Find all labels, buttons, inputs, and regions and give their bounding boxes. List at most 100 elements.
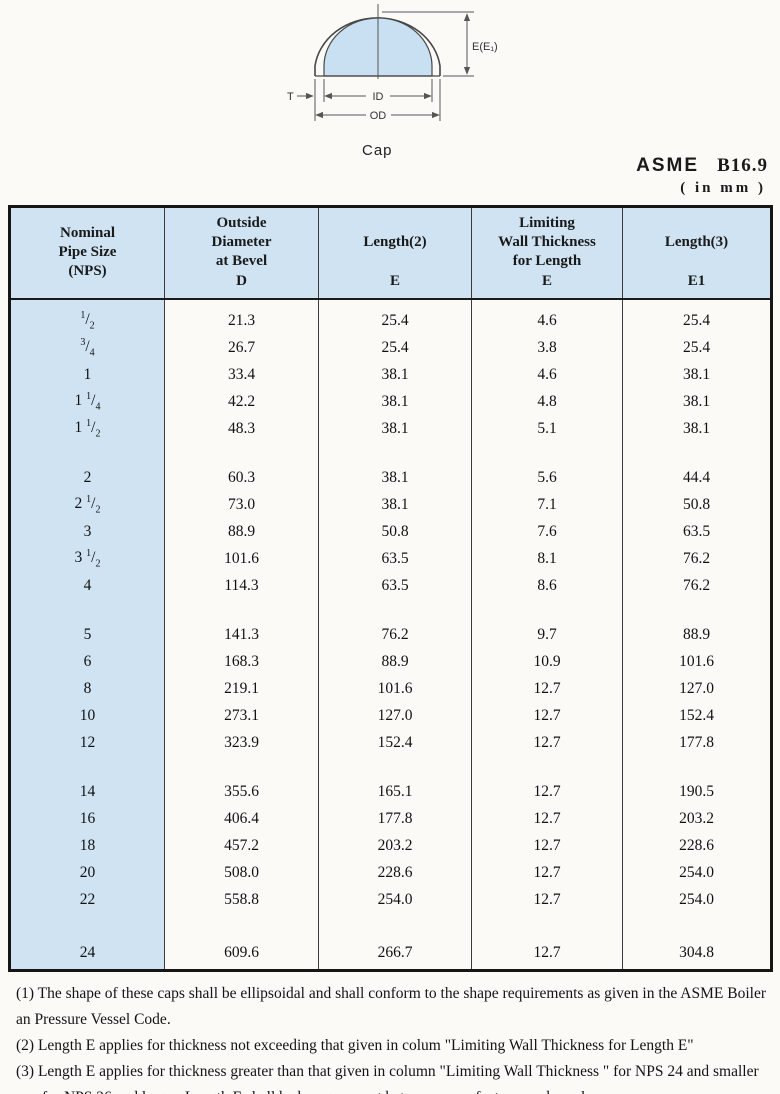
value-cell: 76.2 bbox=[622, 545, 772, 572]
spacer-cell bbox=[471, 966, 623, 970]
spacer-cell bbox=[9, 913, 165, 939]
value-cell: 101.6 bbox=[622, 648, 772, 675]
value-cell: 152.4 bbox=[318, 729, 472, 756]
header-line: (NPS) bbox=[68, 263, 107, 279]
value-cell: 7.6 bbox=[471, 518, 623, 545]
spacer-cell bbox=[9, 966, 165, 970]
nps-cell: 2 bbox=[9, 464, 165, 491]
dimensions-table: Nominal Pipe Size (NPS) Outside Diameter at B… bbox=[8, 205, 773, 972]
table-row: 18 457.2 203.2 12.7 228.6 bbox=[9, 832, 772, 859]
nps-cell: 12 bbox=[9, 729, 165, 756]
nps-cell: 20 bbox=[9, 859, 165, 886]
value-cell: 323.9 bbox=[164, 729, 319, 756]
nps-cell: 24 bbox=[9, 939, 165, 966]
header-cell-3: Limiting Wall Thickness for Length E bbox=[471, 206, 623, 300]
value-cell: 38.1 bbox=[318, 491, 472, 518]
header-line: for Length bbox=[512, 253, 582, 269]
nps-cell: 10 bbox=[9, 702, 165, 729]
value-cell: 12.7 bbox=[471, 832, 623, 859]
value-cell: 228.6 bbox=[622, 832, 772, 859]
standard-heading: ASME B16.9 bbox=[636, 155, 768, 177]
value-cell: 38.1 bbox=[622, 361, 772, 388]
table-row: 3/4 26.7 25.4 3.8 25.4 bbox=[9, 334, 772, 361]
spacer-cell bbox=[9, 756, 165, 778]
nps-cell: 6 bbox=[9, 648, 165, 675]
nps-cell: 5 bbox=[9, 621, 165, 648]
value-cell: 190.5 bbox=[622, 778, 772, 805]
nps-cell: 3/4 bbox=[9, 334, 165, 361]
footnote-line: for NPS 26 and larger, Length E shall be… bbox=[16, 1085, 768, 1094]
nps-cell: 8 bbox=[9, 675, 165, 702]
value-cell: 4.6 bbox=[471, 307, 623, 334]
value-cell: 10.9 bbox=[471, 648, 623, 675]
table-row: 1 33.4 38.1 4.6 38.1 bbox=[9, 361, 772, 388]
units-note: ( in mm ) bbox=[680, 180, 766, 196]
spacer-row bbox=[9, 756, 772, 778]
value-cell: 219.1 bbox=[164, 675, 319, 702]
value-cell: 60.3 bbox=[164, 464, 319, 491]
value-cell: 254.0 bbox=[622, 886, 772, 913]
spacer-cell bbox=[164, 756, 319, 778]
value-cell: 12.7 bbox=[471, 702, 623, 729]
value-cell: 508.0 bbox=[164, 859, 319, 886]
table-row: 16 406.4 177.8 12.7 203.2 bbox=[9, 805, 772, 832]
footnote-line: (3) Length E applies for thickness great… bbox=[16, 1063, 759, 1080]
header-line: Length(2) bbox=[363, 234, 427, 250]
value-cell: 38.1 bbox=[318, 415, 472, 442]
od-dimension-label: OD bbox=[370, 110, 387, 122]
header-line: Pipe Size bbox=[58, 244, 117, 260]
value-cell: 254.0 bbox=[622, 859, 772, 886]
value-cell: 25.4 bbox=[318, 307, 472, 334]
value-cell: 406.4 bbox=[164, 805, 319, 832]
value-cell: 165.1 bbox=[318, 778, 472, 805]
table-row: 3 1/2 101.6 63.5 8.1 76.2 bbox=[9, 545, 772, 572]
value-cell: 254.0 bbox=[318, 886, 472, 913]
table-body: 1/2 21.3 25.4 4.6 25.4 3/4 26.7 25.4 3.8 25.4 1 33.… bbox=[9, 299, 772, 970]
spacer-cell bbox=[318, 913, 472, 939]
value-cell: 355.6 bbox=[164, 778, 319, 805]
value-cell: 177.8 bbox=[318, 805, 472, 832]
diagram-caption: Cap bbox=[362, 142, 393, 159]
spacer-cell bbox=[164, 599, 319, 621]
value-cell: 63.5 bbox=[318, 545, 472, 572]
table-row: 12 323.9 152.4 12.7 177.8 bbox=[9, 729, 772, 756]
spacer-cell bbox=[471, 913, 623, 939]
table-row: 24 609.6 266.7 12.7 304.8 bbox=[9, 939, 772, 966]
value-cell: 12.7 bbox=[471, 859, 623, 886]
id-dimension-label: ID bbox=[373, 91, 384, 103]
nps-cell: 1/2 bbox=[9, 307, 165, 334]
value-cell: 5.1 bbox=[471, 415, 623, 442]
value-cell: 203.2 bbox=[318, 832, 472, 859]
table-row: 14 355.6 165.1 12.7 190.5 bbox=[9, 778, 772, 805]
spacer-cell bbox=[318, 756, 472, 778]
footnote-line: an Pressure Vessel Code. bbox=[16, 1011, 171, 1028]
spacer-cell bbox=[622, 299, 772, 307]
value-cell: 12.7 bbox=[471, 675, 623, 702]
value-cell: 8.6 bbox=[471, 572, 623, 599]
value-cell: 457.2 bbox=[164, 832, 319, 859]
nps-cell: 2 1/2 bbox=[9, 491, 165, 518]
spacer-cell bbox=[164, 299, 319, 307]
spacer-cell bbox=[9, 599, 165, 621]
header-symbol: E bbox=[541, 273, 552, 289]
value-cell: 25.4 bbox=[622, 334, 772, 361]
value-cell: 114.3 bbox=[164, 572, 319, 599]
header-line: at Bevel bbox=[215, 253, 268, 269]
nps-cell: 16 bbox=[9, 805, 165, 832]
value-cell: 12.7 bbox=[471, 729, 623, 756]
value-cell: 88.9 bbox=[318, 648, 472, 675]
value-cell: 76.2 bbox=[622, 572, 772, 599]
thickness-label: T bbox=[287, 91, 294, 103]
spacer-cell bbox=[471, 442, 623, 464]
value-cell: 25.4 bbox=[622, 307, 772, 334]
header-line: Limiting bbox=[519, 215, 575, 231]
spacer-row bbox=[9, 599, 772, 621]
spacer-cell bbox=[318, 966, 472, 970]
e-dimension-label: E(E₁) bbox=[472, 41, 498, 53]
value-cell: 88.9 bbox=[622, 621, 772, 648]
value-cell: 26.7 bbox=[164, 334, 319, 361]
header-cell-0: Nominal Pipe Size (NPS) bbox=[9, 206, 165, 300]
header-row: Nominal Pipe Size (NPS) Outside Diameter at B… bbox=[9, 206, 772, 300]
nps-cell: 4 bbox=[9, 572, 165, 599]
